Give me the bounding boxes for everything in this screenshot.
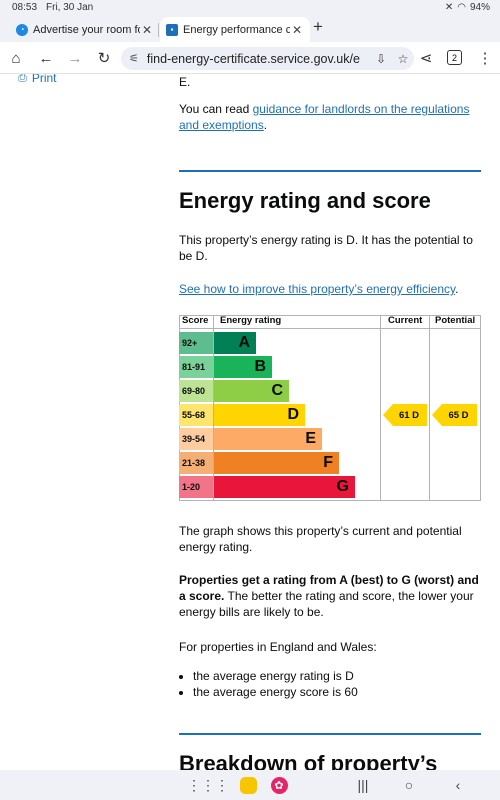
forward-arrow-icon[interactable]: → [67,49,83,67]
band-score-e: 39-54 [179,428,213,450]
tab-switcher-button[interactable]: 2 [447,50,462,65]
guidance-paragraph: You can read guidance for landlords on t… [179,101,484,133]
band-letter-f: F [323,454,333,471]
bands-paragraph: Properties get a rating from A (best) to… [179,572,484,620]
band-letter-b: B [254,358,266,375]
band-score-c: 69-80 [179,380,213,402]
band-score-g: 1-20 [179,476,213,498]
section-heading-energy-rating: Energy rating and score [179,188,431,213]
band-bar-a: A [214,332,256,354]
section-divider [179,733,481,735]
taskbar-app[interactable]: ✿ [270,775,288,795]
band-score-f: 21-38 [179,452,213,474]
reload-icon[interactable]: ↻ [97,50,111,67]
band-bar-f: F [214,452,339,474]
header-current: Current [380,315,429,329]
print-link[interactable]: ⎙ Print [18,74,57,85]
flower-app-icon[interactable]: ✿ [270,776,288,794]
taskbar-app[interactable] [239,775,257,795]
new-tab-icon[interactable]: + [313,17,323,36]
graph-explanation: The graph shows this property’s current … [179,524,462,554]
band-bar-e: E [214,428,322,450]
gov-favicon-icon: ▪ [166,23,178,36]
guidance-link[interactable]: guidance for landlords on the regulation… [179,102,470,132]
header-score: Score [179,315,213,329]
guidance-suffix: . [263,118,268,132]
system-nav-bar: ⋮⋮⋮ ✿ ||| ○ ‹ [0,770,500,800]
orphan-text: E. [179,75,191,89]
band-letter-d: D [287,406,299,423]
url-text[interactable]: find-energy-certificate.service.gov.uk/e [146,51,360,66]
section-heading-breakdown: Breakdown of property’s [179,751,438,770]
bands-bold: Properties get a rating from A (best) to… [179,573,479,603]
band-score-b: 81-91 [179,356,213,378]
chart-current-divider [380,315,381,501]
guidance-prefix: You can read [179,102,253,116]
mute-icon: ✕ [444,2,454,13]
close-tab-icon[interactable]: ✕ [141,22,153,37]
status-date: Fri, 30 Jan [46,2,94,13]
band-bar-c: C [214,380,289,402]
band-letter-e: E [305,430,316,447]
status-bar: 08:53 Fri, 30 Jan ✕ ◠ 94% [0,0,500,15]
browser-toolbar: ⌂ ← → ↻ ⚟ find-energy-certificate.servic… [0,42,500,74]
chart-score-divider [213,315,214,501]
improve-efficiency-link[interactable]: See how to improve this property’s energ… [179,282,456,296]
back-arrow-icon[interactable]: ← [38,49,54,67]
tab-title: Advertise your room for [33,23,140,36]
band-bar-b: B [214,356,272,378]
wifi-icon: ◠ [457,2,466,13]
average-list: the average energy rating is D the avera… [193,668,483,700]
potential-rating-marker: 65 D [432,404,477,426]
band-letter-a: A [238,334,250,351]
recents-icon[interactable]: ||| [357,777,369,793]
close-tab-icon[interactable]: ✕ [291,22,303,37]
band-letter-g: G [336,478,349,495]
header-potential: Potential [429,315,481,329]
battery-level: 94% [469,2,490,13]
printer-icon: ⎙ [18,74,27,84]
page-content: ⎙ Print E. You can read guidance for lan… [0,74,500,770]
apps-grid-icon[interactable]: ⋮⋮⋮ [187,776,229,793]
chart-potential-divider [429,315,430,501]
status-time: 08:53 [12,2,38,13]
energy-rating-chart: Score Energy rating Current Potential 92… [179,315,481,501]
home-icon[interactable]: ⌂ [11,49,21,67]
more-menu-icon[interactable]: ⋮ [477,50,493,67]
band-letter-c: C [271,382,283,399]
tab-divider [158,23,159,37]
notes-app-icon[interactable] [239,776,257,794]
tab-energy-performance[interactable]: ▪ Energy performance cer ✕ [160,17,310,42]
average-intro: For properties in England and Wales: [179,640,377,654]
section-divider [179,170,481,172]
tab-advertise-room[interactable]: ◔ Advertise your room for ✕ [10,17,160,42]
rating-summary: This property’s energy rating is D. It h… [179,233,473,263]
site-favicon-icon: ◔ [16,23,28,36]
chart-bottom-border [179,500,481,501]
band-score-a: 92+ [179,332,213,354]
install-app-icon[interactable]: ⇩ [375,51,387,66]
improve-suffix: . [455,282,459,296]
back-chevron-icon[interactable]: ‹ [455,777,461,793]
current-rating-marker: 61 D [383,404,427,426]
header-energy-rating: Energy rating [214,315,380,329]
site-settings-icon[interactable]: ⚟ [129,53,139,65]
band-bar-d: D [214,404,305,426]
band-bar-g: G [214,476,355,498]
share-icon[interactable]: ⋖ [419,50,433,67]
list-item: the average energy rating is D [193,668,483,684]
tab-strip: ◔ Advertise your room for ✕ ▪ Energy per… [0,15,500,42]
print-label[interactable]: Print [31,74,57,85]
chart-right-border [480,315,481,501]
list-item: the average energy score is 60 [193,684,483,700]
status-right: ✕ ◠ 94% [445,2,490,13]
bookmark-star-icon[interactable]: ☆ [397,51,409,66]
home-circle-icon[interactable]: ○ [404,777,414,793]
bands-rest: The better the rating and score, the low… [179,589,474,619]
chart-top-border [179,315,481,316]
band-score-d: 55-68 [179,404,213,426]
address-bar[interactable]: ⚟ find-energy-certificate.service.gov.uk… [121,47,414,70]
tab-title: Energy performance cer [183,23,290,36]
improve-paragraph: See how to improve this property’s energ… [179,281,484,297]
